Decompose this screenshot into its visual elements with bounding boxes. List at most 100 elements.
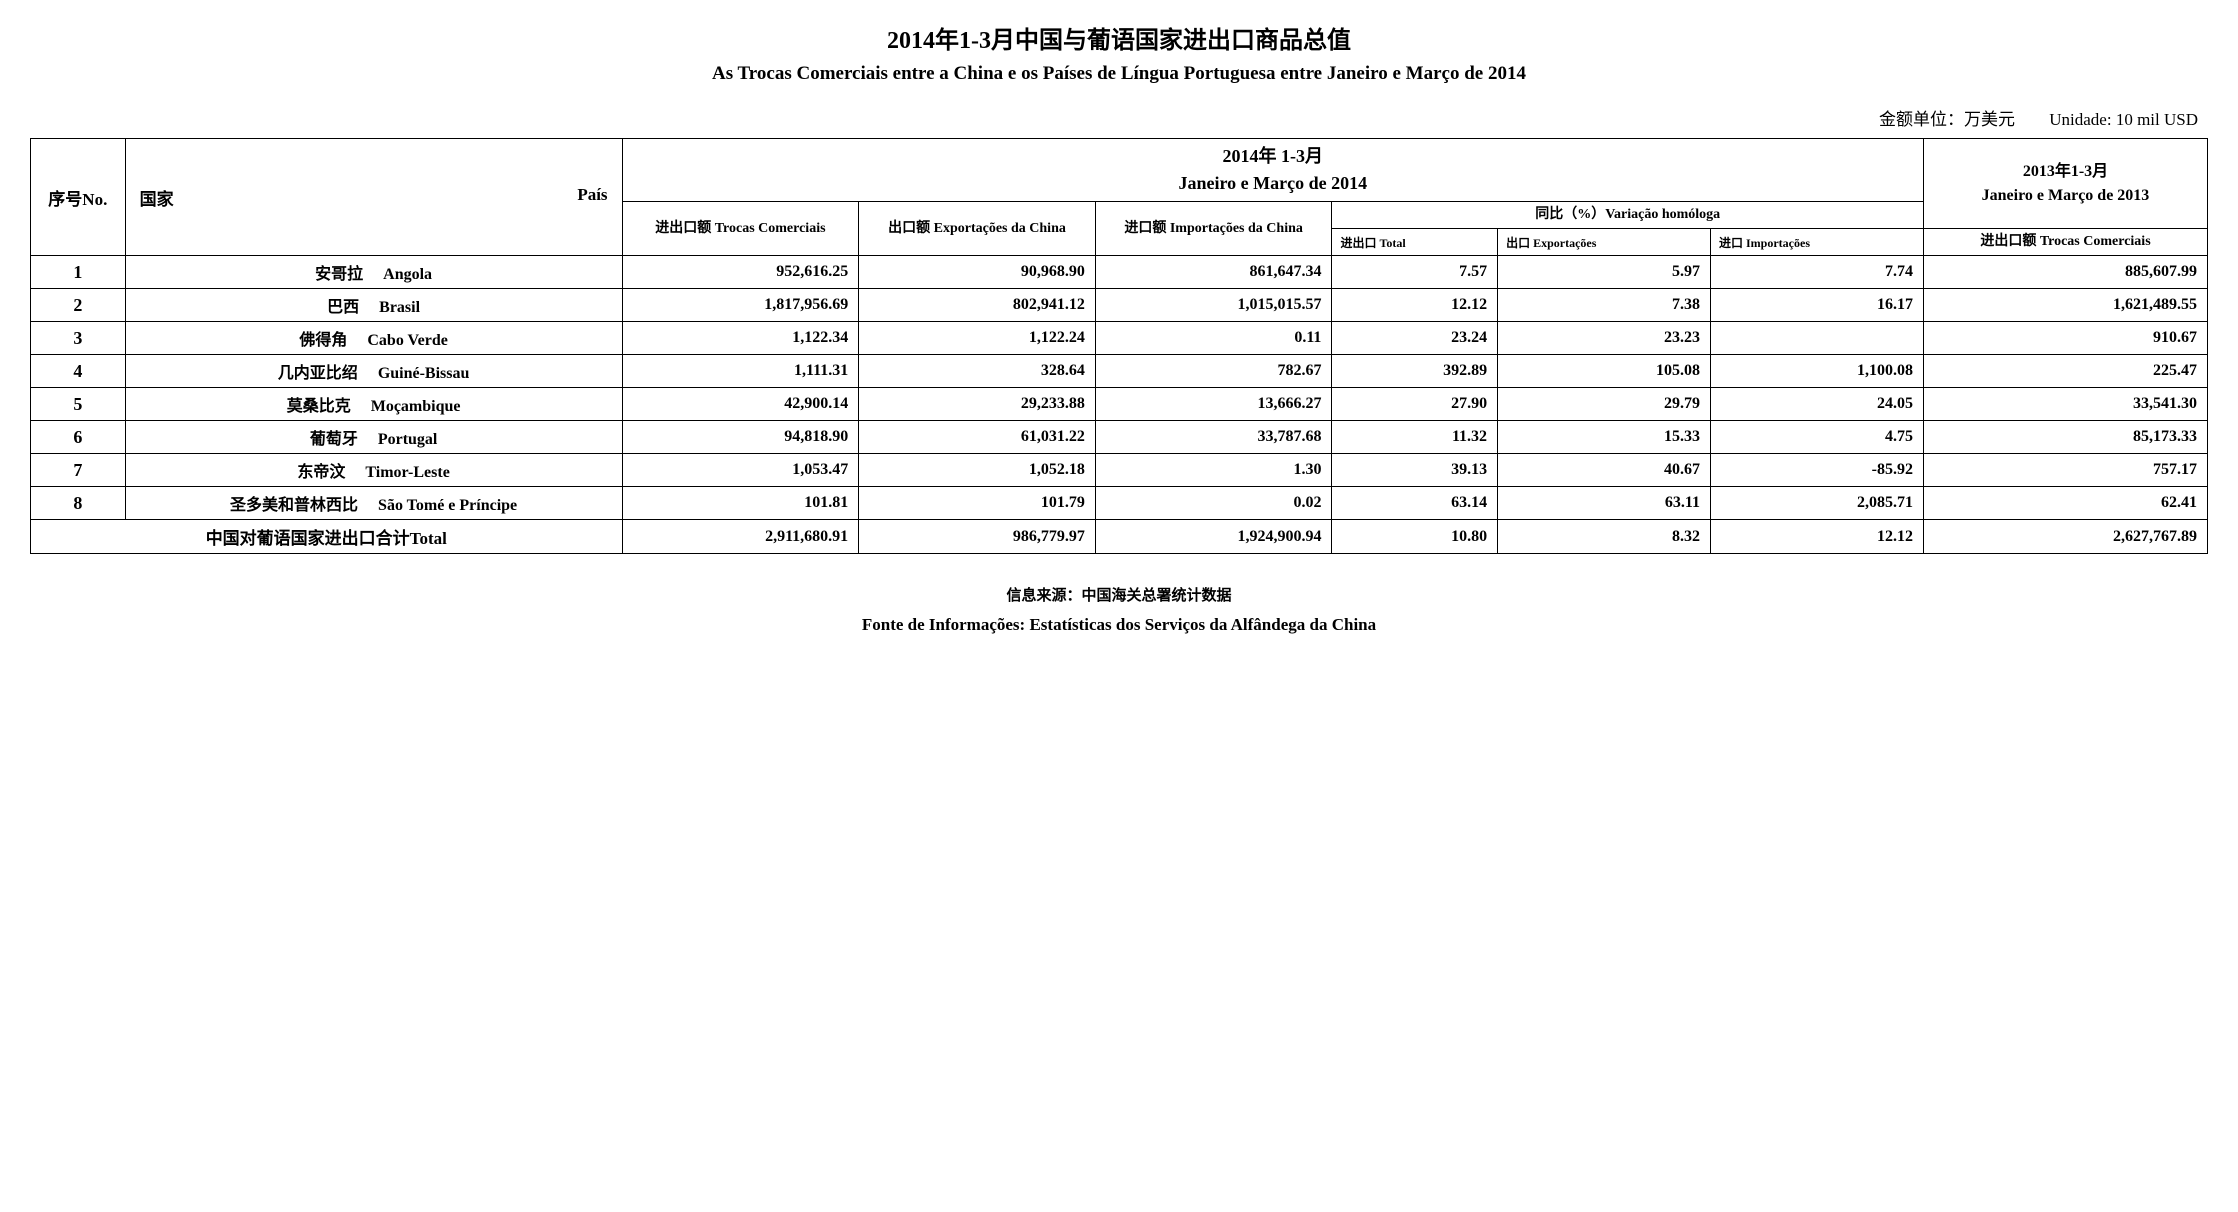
cell-country: 几内亚比绍Guiné-Bissau	[125, 355, 622, 388]
cell-trocas: 1,817,956.69	[622, 289, 859, 322]
cell-no: 7	[31, 454, 126, 487]
header-country-cn: 国家	[140, 185, 174, 210]
cell-import: 1.30	[1095, 454, 1332, 487]
cell-import: 33,787.68	[1095, 421, 1332, 454]
cell-no: 1	[31, 256, 126, 289]
cell-import: 1,015,015.57	[1095, 289, 1332, 322]
cell-total-var-total: 10.80	[1332, 520, 1498, 554]
cell-export: 802,941.12	[859, 289, 1096, 322]
cell-country: 圣多美和普林西比São Tomé e Príncipe	[125, 487, 622, 520]
cell-trocas-2013: 33,541.30	[1923, 388, 2207, 421]
header-period-2013-cn: 2013年1-3月	[1932, 160, 2199, 184]
source-portuguese: Fonte de Informações: Estatísticas dos S…	[30, 615, 2208, 635]
cell-var-export: 29.79	[1498, 388, 1711, 421]
header-period-2014-cn: 2014年 1-3月	[631, 143, 1915, 170]
cell-var-total: 11.32	[1332, 421, 1498, 454]
cell-var-import: 2,085.71	[1711, 487, 1924, 520]
cell-var-import: 24.05	[1711, 388, 1924, 421]
unit-chinese: 金额单位：万美元	[1879, 110, 2015, 129]
cell-var-total: 12.12	[1332, 289, 1498, 322]
cell-total-export: 986,779.97	[859, 520, 1096, 554]
cell-no: 2	[31, 289, 126, 322]
cell-var-export: 7.38	[1498, 289, 1711, 322]
title-chinese: 2014年1-3月中国与葡语国家进出口商品总值	[30, 20, 2208, 55]
table-row: 5莫桑比克Moçambique42,900.1429,233.8813,666.…	[31, 388, 2208, 421]
cell-var-import	[1711, 322, 1924, 355]
cell-no: 6	[31, 421, 126, 454]
table-row: 6葡萄牙Portugal94,818.9061,031.2233,787.681…	[31, 421, 2208, 454]
cell-total-var-export: 8.32	[1498, 520, 1711, 554]
header-import: 进口额 Importações da China	[1095, 202, 1332, 256]
cell-trocas: 101.81	[622, 487, 859, 520]
cell-trocas: 1,122.34	[622, 322, 859, 355]
cell-trocas-2013: 885,607.99	[1923, 256, 2207, 289]
title-portuguese: As Trocas Comerciais entre a China e os …	[30, 63, 2208, 85]
cell-no: 3	[31, 322, 126, 355]
cell-var-export: 40.67	[1498, 454, 1711, 487]
cell-country: 莫桑比克Moçambique	[125, 388, 622, 421]
table-row: 2巴西Brasil1,817,956.69802,941.121,015,015…	[31, 289, 2208, 322]
cell-var-total: 23.24	[1332, 322, 1498, 355]
cell-country: 东帝汶Timor-Leste	[125, 454, 622, 487]
cell-import: 13,666.27	[1095, 388, 1332, 421]
header-export: 出口额 Exportações da China	[859, 202, 1096, 256]
header-country-pt: País	[577, 185, 607, 205]
source-chinese: 信息来源：中国海关总署统计数据	[30, 584, 2208, 605]
table-row: 3佛得角Cabo Verde1,122.341,122.240.1123.242…	[31, 322, 2208, 355]
cell-export: 61,031.22	[859, 421, 1096, 454]
cell-export: 29,233.88	[859, 388, 1096, 421]
cell-var-import: -85.92	[1711, 454, 1924, 487]
header-variation: 同比（%）Variação homóloga	[1332, 202, 1924, 229]
cell-import: 861,647.34	[1095, 256, 1332, 289]
cell-trocas-2013: 910.67	[1923, 322, 2207, 355]
cell-var-export: 15.33	[1498, 421, 1711, 454]
cell-var-import: 4.75	[1711, 421, 1924, 454]
unit-row: 金额单位：万美元 Unidade: 10 mil USD	[30, 105, 2208, 130]
cell-var-total: 392.89	[1332, 355, 1498, 388]
cell-var-total: 27.90	[1332, 388, 1498, 421]
cell-country: 葡萄牙Portugal	[125, 421, 622, 454]
cell-export: 1,052.18	[859, 454, 1096, 487]
cell-var-import: 1,100.08	[1711, 355, 1924, 388]
cell-no: 5	[31, 388, 126, 421]
cell-var-export: 105.08	[1498, 355, 1711, 388]
cell-var-export: 23.23	[1498, 322, 1711, 355]
table-row-total: 中国对葡语国家进出口合计Total2,911,680.91986,779.971…	[31, 520, 2208, 554]
cell-no: 4	[31, 355, 126, 388]
cell-total-label: 中国对葡语国家进出口合计Total	[31, 520, 623, 554]
cell-trocas-2013: 225.47	[1923, 355, 2207, 388]
cell-country: 巴西Brasil	[125, 289, 622, 322]
cell-trocas: 1,053.47	[622, 454, 859, 487]
cell-export: 101.79	[859, 487, 1096, 520]
cell-trocas: 94,818.90	[622, 421, 859, 454]
cell-total-import: 1,924,900.94	[1095, 520, 1332, 554]
cell-trocas: 42,900.14	[622, 388, 859, 421]
cell-country: 安哥拉Angola	[125, 256, 622, 289]
cell-import: 0.02	[1095, 487, 1332, 520]
cell-var-export: 5.97	[1498, 256, 1711, 289]
header-no: 序号No.	[31, 139, 126, 256]
cell-country: 佛得角Cabo Verde	[125, 322, 622, 355]
cell-no: 8	[31, 487, 126, 520]
table-row: 4几内亚比绍Guiné-Bissau1,111.31328.64782.6739…	[31, 355, 2208, 388]
header-var-total: 进出口 Total	[1332, 229, 1498, 256]
cell-total-trocas: 2,911,680.91	[622, 520, 859, 554]
header-period-2014-pt: Janeiro e Março de 2014	[631, 170, 1915, 197]
header-var-import: 进口 Importações	[1711, 229, 1924, 256]
cell-var-total: 7.57	[1332, 256, 1498, 289]
header-country: 国家 País	[125, 139, 622, 256]
cell-export: 328.64	[859, 355, 1096, 388]
unit-portuguese: Unidade: 10 mil USD	[2049, 110, 2198, 129]
header-var-export: 出口 Exportações	[1498, 229, 1711, 256]
trade-table: 序号No. 国家 País 2014年 1-3月 Janeiro e Março…	[30, 138, 2208, 554]
header-period-2013-pt: Janeiro e Março de 2013	[1932, 184, 2199, 208]
cell-import: 782.67	[1095, 355, 1332, 388]
header-trocas: 进出口额 Trocas Comerciais	[622, 202, 859, 256]
cell-trocas-2013: 1,621,489.55	[1923, 289, 2207, 322]
cell-var-import: 7.74	[1711, 256, 1924, 289]
cell-total-trocas-2013: 2,627,767.89	[1923, 520, 2207, 554]
cell-var-export: 63.11	[1498, 487, 1711, 520]
cell-var-total: 39.13	[1332, 454, 1498, 487]
cell-export: 1,122.24	[859, 322, 1096, 355]
cell-trocas-2013: 757.17	[1923, 454, 2207, 487]
